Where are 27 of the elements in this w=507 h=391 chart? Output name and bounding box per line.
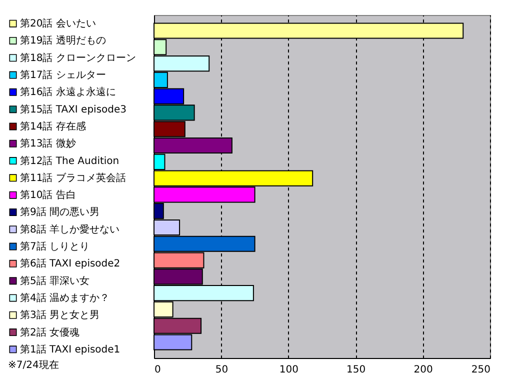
y-tick-label: 第3話 男と女と男: [20, 309, 100, 322]
y-tick-label: 第13話 微妙: [20, 138, 76, 150]
x-tick-label: 50: [215, 364, 228, 376]
y-tick-label: 第1話 TAXI episode1: [20, 343, 120, 356]
y-tick-label: 第2話 女優魂: [20, 326, 80, 338]
text: ※7/24現在: [8, 359, 59, 371]
y-tick-label: 第4話 温めますか？: [20, 292, 110, 304]
y-tick-label: 第16話 永遠よ永遠に: [20, 86, 116, 98]
y-tick-label: 第7話 しりとり: [20, 240, 90, 253]
x-tick-label: 200: [414, 364, 433, 376]
y-tick-label: 第20話 会いたい: [20, 18, 96, 30]
y-tick-label: 第12話 The Audition: [20, 154, 120, 167]
y-tick-label: 第9話 間の悪い男: [20, 206, 100, 218]
y-tick-label: 第5話 罪深い女: [20, 274, 90, 287]
x-tick-label: 250: [471, 364, 490, 376]
y-tick-label: 第11話 ブラコメ英会話: [20, 172, 126, 184]
y-tick-label: 第15話 TAXI episode3: [20, 103, 127, 116]
y-tick-label: 第8話 羊しか愛せない: [20, 223, 120, 236]
y-tick-label: 第6話 TAXI episode2: [20, 258, 120, 270]
y-tick-label: 第17話 シェルター: [20, 69, 106, 82]
y-tick-label: 第14話 存在感: [20, 120, 86, 132]
y-tick-label: 第10話 告白: [20, 189, 76, 202]
y-tick-label: 第18話 クローンクローン: [20, 52, 136, 64]
x-tick-label: 150: [346, 364, 366, 376]
x-tick-label: 100: [279, 364, 298, 376]
x-tick-label: 0: [154, 364, 161, 376]
y-tick-label: 第19話 透明だもの: [20, 34, 106, 47]
